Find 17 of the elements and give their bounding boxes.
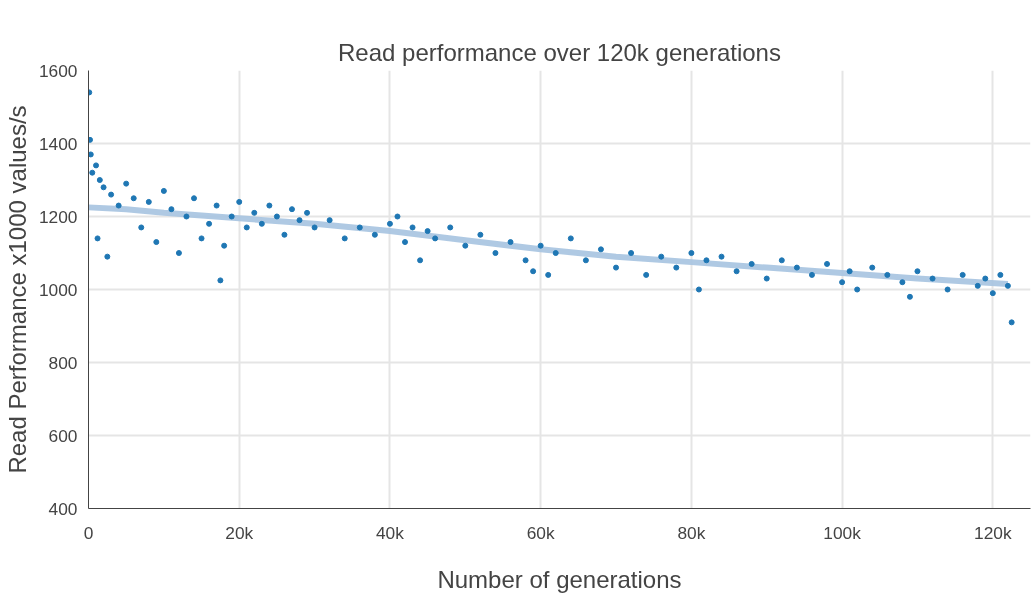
chart-title: Read performance over 120k generations: [338, 38, 781, 66]
x-tick-label: 100k: [823, 522, 862, 543]
y-tick-label: 800: [48, 352, 78, 373]
y-tick-label: 1200: [38, 206, 78, 227]
x-tick-label: 40k: [375, 522, 405, 543]
y-tick-label: 600: [48, 425, 78, 446]
y-tick-label: 1600: [38, 60, 78, 81]
y-tick-label: 400: [48, 498, 78, 519]
x-axis-title: Number of generations: [437, 565, 682, 593]
x-tick-label: 120k: [974, 522, 1012, 543]
x-tick-label: 60k: [526, 522, 555, 543]
x-tick-label: 0: [83, 522, 94, 543]
y-axis-title: Read Performance x1000 values/s: [3, 105, 31, 474]
x-tick-label: 80k: [677, 522, 706, 543]
y-tick-label: 1000: [38, 279, 78, 300]
y-tick-label: 1400: [38, 133, 78, 154]
x-tick-label: 20k: [225, 522, 254, 543]
